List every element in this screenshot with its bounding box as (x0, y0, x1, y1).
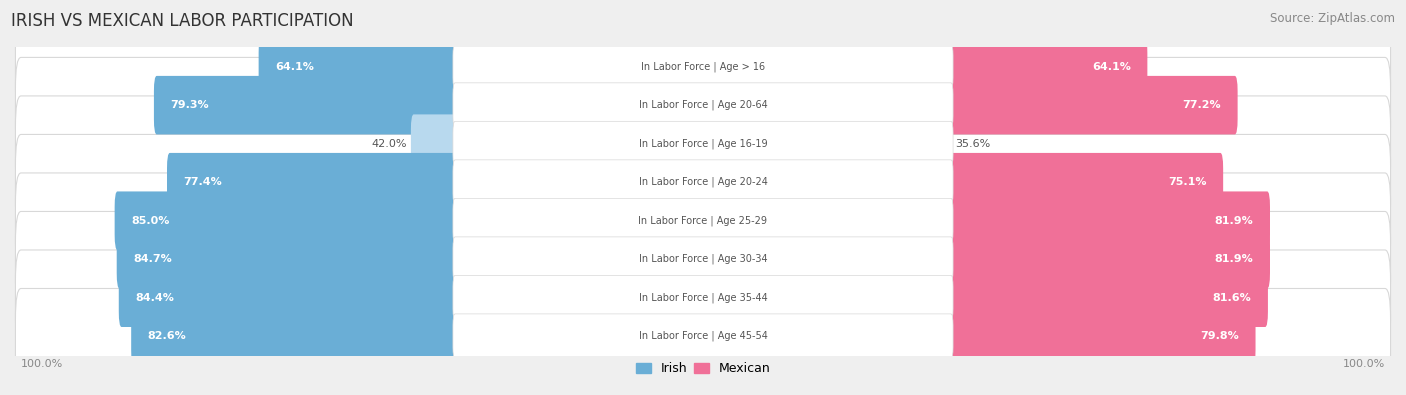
FancyBboxPatch shape (700, 307, 1256, 365)
FancyBboxPatch shape (117, 230, 706, 288)
Text: In Labor Force | Age 20-24: In Labor Force | Age 20-24 (638, 177, 768, 188)
Text: 82.6%: 82.6% (148, 331, 187, 341)
FancyBboxPatch shape (259, 38, 706, 96)
FancyBboxPatch shape (411, 115, 706, 173)
Text: In Labor Force | Age 16-19: In Labor Force | Age 16-19 (638, 138, 768, 149)
FancyBboxPatch shape (118, 269, 706, 327)
FancyBboxPatch shape (700, 115, 950, 173)
FancyBboxPatch shape (15, 57, 1391, 153)
Text: 64.1%: 64.1% (1092, 62, 1130, 71)
FancyBboxPatch shape (167, 153, 706, 211)
Legend: Irish, Mexican: Irish, Mexican (631, 357, 775, 380)
Text: 77.2%: 77.2% (1182, 100, 1220, 110)
FancyBboxPatch shape (700, 230, 1270, 288)
Text: 64.1%: 64.1% (276, 62, 314, 71)
Text: IRISH VS MEXICAN LABOR PARTICIPATION: IRISH VS MEXICAN LABOR PARTICIPATION (11, 12, 354, 30)
Text: 79.8%: 79.8% (1201, 331, 1239, 341)
Text: In Labor Force | Age 35-44: In Labor Force | Age 35-44 (638, 292, 768, 303)
Text: In Labor Force | Age 25-29: In Labor Force | Age 25-29 (638, 215, 768, 226)
FancyBboxPatch shape (453, 160, 953, 205)
Text: 81.6%: 81.6% (1212, 293, 1251, 303)
FancyBboxPatch shape (15, 96, 1391, 192)
Text: 100.0%: 100.0% (1343, 359, 1385, 369)
Text: 84.4%: 84.4% (135, 293, 174, 303)
FancyBboxPatch shape (453, 275, 953, 320)
Text: 77.4%: 77.4% (184, 177, 222, 187)
FancyBboxPatch shape (700, 153, 1223, 211)
Text: 79.3%: 79.3% (170, 100, 209, 110)
FancyBboxPatch shape (15, 211, 1391, 307)
Text: 84.7%: 84.7% (134, 254, 172, 264)
Text: Source: ZipAtlas.com: Source: ZipAtlas.com (1270, 12, 1395, 25)
Text: 81.9%: 81.9% (1215, 216, 1254, 226)
FancyBboxPatch shape (700, 38, 1147, 96)
Text: 85.0%: 85.0% (131, 216, 170, 226)
Text: 100.0%: 100.0% (21, 359, 63, 369)
Text: 81.9%: 81.9% (1215, 254, 1254, 264)
FancyBboxPatch shape (15, 288, 1391, 384)
FancyBboxPatch shape (153, 76, 706, 134)
FancyBboxPatch shape (15, 173, 1391, 269)
FancyBboxPatch shape (453, 198, 953, 243)
FancyBboxPatch shape (15, 250, 1391, 346)
FancyBboxPatch shape (115, 192, 706, 250)
FancyBboxPatch shape (453, 237, 953, 282)
FancyBboxPatch shape (15, 19, 1391, 115)
FancyBboxPatch shape (700, 76, 1237, 134)
Text: In Labor Force | Age 45-54: In Labor Force | Age 45-54 (638, 331, 768, 342)
Text: In Labor Force | Age 30-34: In Labor Force | Age 30-34 (638, 254, 768, 265)
FancyBboxPatch shape (15, 134, 1391, 230)
FancyBboxPatch shape (453, 44, 953, 89)
FancyBboxPatch shape (453, 314, 953, 359)
Text: In Labor Force | Age > 16: In Labor Force | Age > 16 (641, 61, 765, 72)
FancyBboxPatch shape (131, 307, 706, 365)
FancyBboxPatch shape (700, 192, 1270, 250)
FancyBboxPatch shape (453, 83, 953, 128)
FancyBboxPatch shape (453, 121, 953, 166)
Text: 75.1%: 75.1% (1168, 177, 1206, 187)
FancyBboxPatch shape (700, 269, 1268, 327)
Text: 42.0%: 42.0% (371, 139, 406, 149)
Text: 35.6%: 35.6% (955, 139, 990, 149)
Text: In Labor Force | Age 20-64: In Labor Force | Age 20-64 (638, 100, 768, 111)
